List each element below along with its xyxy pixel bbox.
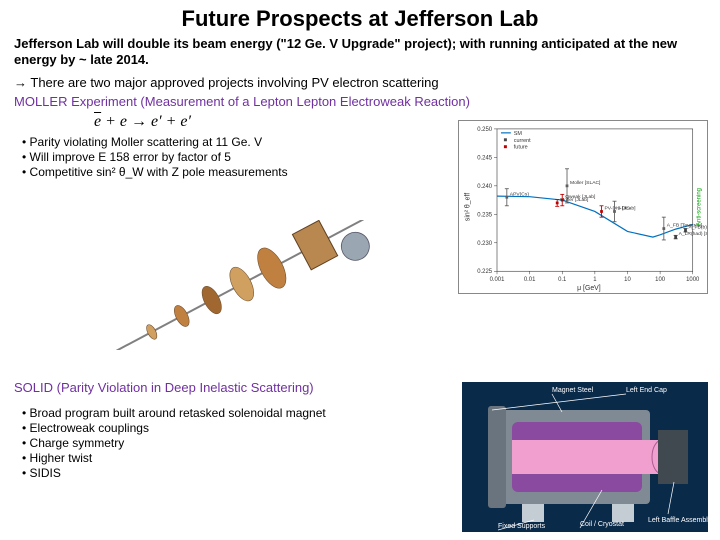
svg-text:100: 100 [655,277,666,283]
svg-text:Left Baffle Assembly: Left Baffle Assembly [648,517,708,524]
svg-text:Magnet Steel: Magnet Steel [552,387,594,394]
svg-text:sin² θ_eff: sin² θ_eff [464,193,471,221]
svg-text:Left End Cap: Left End Cap [626,387,667,394]
intro-text: Jefferson Lab will double its beam energ… [14,36,706,69]
solid-bullet: Charge symmetry [22,436,326,450]
svg-text:μ [GeV]: μ [GeV] [577,285,601,292]
page-title: Future Prospects at Jefferson Lab [14,6,706,32]
sin2theta-chart: 0.225 0.230 0.235 0.240 0.245 0.250 0.001 0.01 0… [458,120,708,294]
svg-text:APV(Cs): APV(Cs) [510,191,530,197]
svg-text:0.245: 0.245 [477,155,493,161]
solid-bullet: SIDIS [22,466,326,480]
solid-heading: SOLID (Parity Violation in Deep Inelasti… [14,380,314,395]
svg-text:future: future [514,145,528,151]
svg-text:ν-DIS: ν-DIS [617,205,630,211]
svg-text:0.225: 0.225 [477,269,493,275]
moller-detector-figure [110,220,370,350]
projects-line: → There are two major approved projects … [14,75,706,90]
solid-bullet: Broad program built around retasked sole… [22,406,326,420]
solid-bullets: Broad program built around retasked sole… [22,406,326,480]
svg-text:0.235: 0.235 [477,212,493,218]
svg-text:Moller [JLab]: Moller [JLab] [560,197,589,203]
svg-text:0.01: 0.01 [524,277,536,283]
svg-text:Coil / Cryostat: Coil / Cryostat [580,521,624,528]
solid-bullet: Higher twist [22,451,326,465]
svg-text:A_LR(had) [SLC]: A_LR(had) [SLC] [679,231,708,237]
svg-text:Fixed Supports: Fixed Supports [498,523,546,530]
svg-text:0.240: 0.240 [477,184,493,190]
svg-text:10: 10 [624,277,631,283]
solid-detector-figure: Magnet Steel Left End Cap Fixed Supports Co… [462,382,708,532]
svg-text:SM: SM [514,131,523,137]
svg-text:current: current [514,138,531,144]
svg-text:0.250: 0.250 [477,127,493,133]
solid-bullet: Electroweak couplings [22,421,326,435]
svg-text:Anti-screening: Anti-screening [697,188,703,226]
svg-text:1000: 1000 [686,277,700,283]
svg-text:0.001: 0.001 [490,277,505,283]
svg-text:0.1: 0.1 [558,277,566,283]
svg-text:1: 1 [593,277,596,283]
moller-heading: MOLLER Experiment (Measurement of a Lept… [14,94,706,109]
svg-text:0.230: 0.230 [477,241,493,247]
svg-text:Moller [SLAC]: Moller [SLAC] [570,180,601,186]
